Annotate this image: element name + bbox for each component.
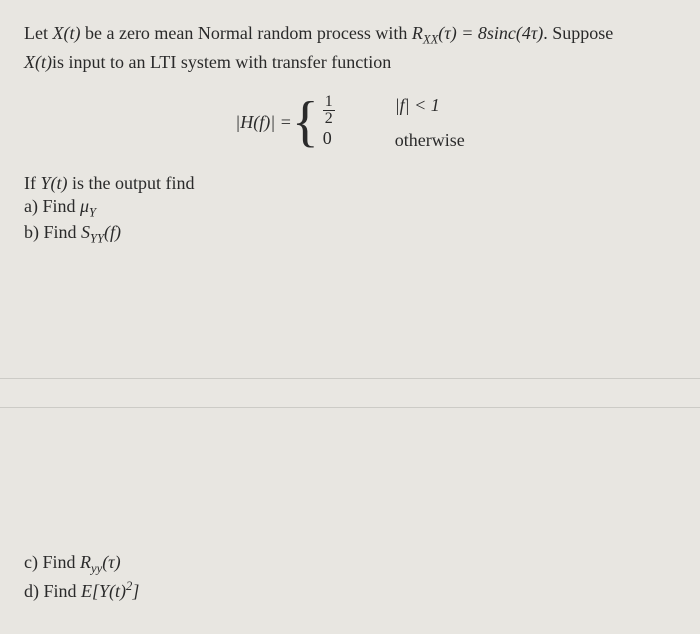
part-b: b) Find SYY(f) <box>24 222 676 247</box>
var-xt2: X(t) <box>24 52 52 72</box>
var-yt: Y(t) <box>41 173 68 193</box>
part-a-text: Find <box>38 196 80 216</box>
part-d-text: Find <box>39 581 81 601</box>
ryy-sub: yy <box>91 562 102 576</box>
problem-statement: Let X(t) be a zero mean Normal random pr… <box>24 20 676 76</box>
syy-arg: (f) <box>104 222 121 242</box>
part-d: d) Find E[Y(t)2] <box>24 579 139 602</box>
equation-conditions: |f| < 1 otherwise <box>395 88 465 156</box>
var-xt: X(t) <box>53 23 81 43</box>
equation-cases: 1 2 0 <box>323 94 335 150</box>
ryy-arg: (τ) <box>102 552 120 572</box>
case-zero: 0 <box>323 127 335 150</box>
text-zero-mean: be a zero mean Normal random process wit… <box>80 23 411 43</box>
cond-otherwise: otherwise <box>395 123 465 157</box>
horizontal-divider-band <box>0 378 700 408</box>
equation-lhs-group: |H(f)| = { 1 2 0 <box>235 94 334 150</box>
case-half: 1 2 <box>323 94 335 127</box>
part-a-label: a) <box>24 196 38 216</box>
rxx-sub: XX <box>423 33 438 47</box>
part-c-label: c) <box>24 552 38 572</box>
cond-f-lt-1: |f| < 1 <box>395 88 465 122</box>
text-if: If <box>24 173 41 193</box>
mu-symbol: μ <box>80 196 89 216</box>
frac-num: 1 <box>323 94 335 111</box>
rxx-tau: (τ) = 8sinc(4τ) <box>438 23 543 43</box>
rxx-r: R <box>412 23 423 43</box>
transfer-function-equation: |H(f)| = { 1 2 0 |f| < 1 otherwise <box>24 88 676 156</box>
part-b-text: Find <box>39 222 81 242</box>
part-b-label: b) <box>24 222 39 242</box>
mu-sub: Y <box>89 205 96 219</box>
text-output-find: is the output find <box>68 173 195 193</box>
eyt-close: ] <box>132 581 139 601</box>
part-c-text: Find <box>38 552 80 572</box>
frac-den: 2 <box>323 111 335 127</box>
eyt-e: E[Y(t) <box>81 581 126 601</box>
equation-lhs: |H(f)| = <box>235 112 292 133</box>
part-c: c) Find Ryy(τ) <box>24 552 139 577</box>
text-let: Let <box>24 23 53 43</box>
text-input-lti: is input to an LTI system with transfer … <box>52 52 391 72</box>
left-brace-icon: { <box>292 103 319 142</box>
text-suppose: . Suppose <box>543 23 613 43</box>
brace-container: { 1 2 0 <box>292 94 335 150</box>
ryy-r: R <box>80 552 91 572</box>
part-a: a) Find μY <box>24 196 676 221</box>
output-line: If Y(t) is the output find <box>24 173 676 194</box>
bottom-section: c) Find Ryy(τ) d) Find E[Y(t)2] <box>24 550 139 604</box>
syy-sub: YY <box>90 232 104 246</box>
part-d-label: d) <box>24 581 39 601</box>
syy-s: S <box>81 222 90 242</box>
